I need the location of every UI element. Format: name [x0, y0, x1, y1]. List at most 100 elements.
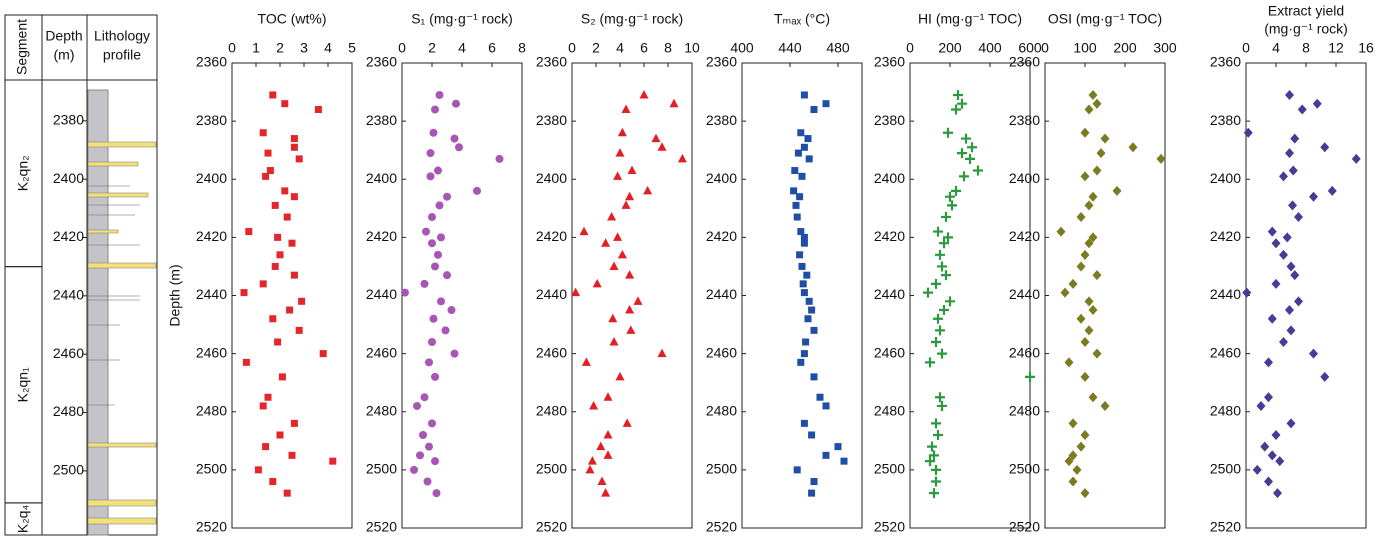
- point: [254, 466, 262, 474]
- point: [617, 249, 627, 259]
- point: [455, 143, 463, 152]
- point: [943, 127, 953, 138]
- point: [443, 192, 451, 201]
- point: [941, 212, 951, 223]
- point: [274, 233, 282, 241]
- point: [937, 261, 947, 272]
- point: [1286, 325, 1296, 336]
- point: [810, 106, 818, 113]
- point: [951, 104, 961, 115]
- point: [1088, 89, 1098, 100]
- point: [1273, 488, 1282, 499]
- y-tick-label: 2400: [366, 170, 397, 186]
- y-tick-label: 2440: [706, 286, 737, 302]
- y-tick-label: 2380: [706, 112, 737, 128]
- x-tick-label: 6: [640, 40, 648, 56]
- y-tick-label: 2420: [536, 228, 567, 244]
- point: [1290, 270, 1300, 281]
- point: [1290, 133, 1300, 144]
- point: [450, 134, 459, 143]
- point: [800, 143, 808, 151]
- point: [625, 305, 635, 314]
- point: [1242, 287, 1252, 298]
- panel-title: S₁ (mg·g⁻¹ rock): [411, 11, 513, 27]
- point: [423, 477, 432, 486]
- point: [431, 457, 439, 466]
- point: [1080, 488, 1090, 499]
- y-tick-label: 2400: [1009, 170, 1040, 186]
- point: [947, 200, 957, 211]
- y-tick-label: 2400: [1210, 170, 1241, 186]
- x-tick-label: 4: [616, 40, 624, 56]
- point: [1294, 212, 1303, 223]
- point: [931, 337, 941, 347]
- point: [1084, 325, 1094, 336]
- panel: S₁ (mg·g⁻¹ rock) 0 2 4 6 8 2360 2380 2400 2420 244…: [366, 11, 526, 535]
- point: [800, 350, 808, 358]
- x-tick-label: 8: [1302, 40, 1310, 56]
- y-tick-label: 2480: [706, 402, 737, 418]
- y-tick-label: 2500: [536, 461, 567, 477]
- y-tick-label: 2480: [366, 402, 397, 418]
- depth-label: 2500: [53, 462, 84, 478]
- x-tick-label: 0: [906, 40, 914, 56]
- point: [443, 271, 451, 280]
- point: [290, 271, 298, 279]
- point: [432, 489, 441, 498]
- point: [959, 171, 969, 182]
- point: [447, 306, 456, 315]
- point: [945, 191, 955, 202]
- point: [931, 278, 941, 289]
- point: [1264, 476, 1273, 487]
- point: [1068, 450, 1078, 461]
- point: [822, 402, 830, 410]
- y-tick-label: 2460: [874, 344, 905, 360]
- point: [1327, 185, 1337, 196]
- point: [939, 305, 949, 316]
- point: [416, 451, 424, 460]
- point: [603, 450, 613, 459]
- x-tick-label: 0: [228, 40, 236, 56]
- point: [1068, 476, 1078, 487]
- point: [295, 155, 303, 163]
- panel: TOC (wt%) Depth (m) 0 1 2 3 4 5 2360 2380 2400 2420…: [167, 11, 356, 535]
- point: [259, 402, 267, 410]
- x-tick-label: 0: [1242, 40, 1250, 56]
- point: [245, 228, 253, 236]
- y-tick-label: 2500: [706, 461, 737, 477]
- point: [1092, 98, 1102, 109]
- y-tick-label: 2440: [874, 286, 905, 302]
- point: [290, 193, 298, 201]
- point: [1088, 392, 1098, 403]
- panel: S₂ (mg·g⁻¹ rock) 0 2 4 6 8 10 2360 2380 2400 2420 2…: [536, 11, 700, 535]
- x-tick-label: 200: [938, 40, 962, 56]
- y-tick-label: 2500: [196, 461, 227, 477]
- point: [242, 358, 250, 366]
- point: [625, 270, 635, 279]
- y-tick-label: 2380: [1210, 112, 1241, 128]
- point: [1068, 278, 1078, 289]
- y-tick-label: 2480: [196, 402, 227, 418]
- y-tick-label: 2360: [1009, 54, 1040, 70]
- segment: [4, 502, 43, 536]
- x-tick-label: 1: [252, 40, 260, 56]
- point: [669, 98, 679, 108]
- point: [933, 313, 943, 324]
- point: [276, 251, 284, 259]
- point: [957, 98, 967, 109]
- y-tick-label: 2420: [196, 228, 227, 244]
- y-tick-label: 2500: [1210, 461, 1241, 477]
- point: [808, 306, 816, 314]
- point: [288, 451, 296, 459]
- point: [1076, 441, 1086, 452]
- point: [428, 213, 436, 222]
- y-tick-label: 2460: [196, 344, 227, 360]
- point: [657, 142, 667, 151]
- point: [961, 133, 971, 144]
- point: [1252, 464, 1262, 475]
- point: [1088, 232, 1098, 243]
- point: [1025, 371, 1035, 382]
- lithology-bar: [87, 89, 109, 536]
- point: [793, 213, 801, 221]
- point: [1351, 153, 1361, 164]
